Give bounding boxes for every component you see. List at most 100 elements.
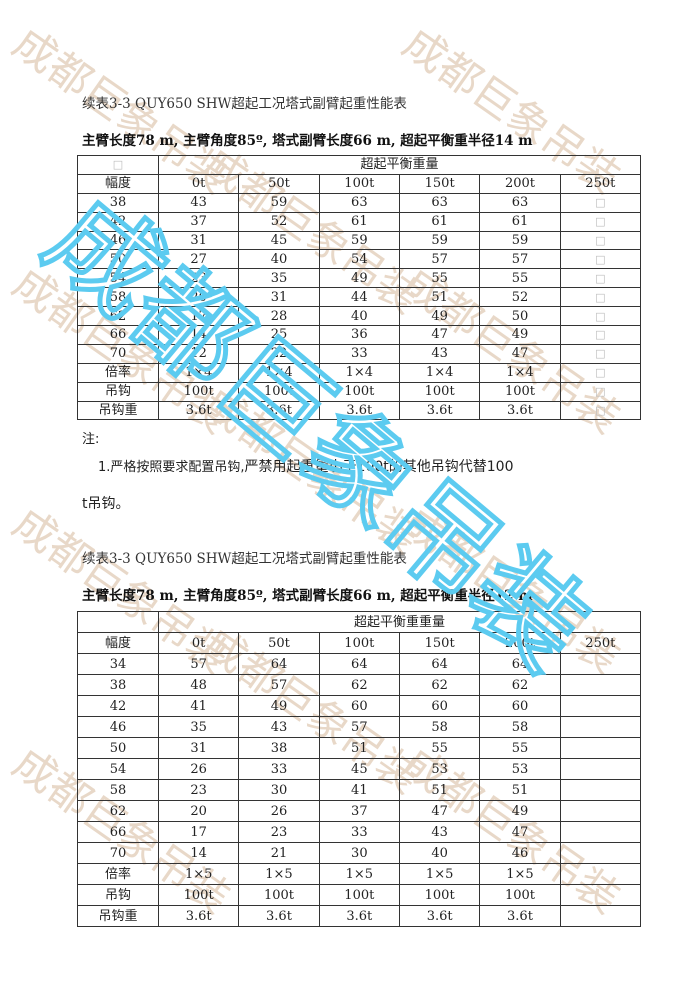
table-cell: 1×4: [318, 362, 400, 383]
table-cell: [559, 758, 642, 780]
corner-cell: [77, 611, 159, 633]
table-cell: 100t: [157, 884, 240, 906]
table-cell: 64: [318, 653, 400, 675]
table-cell: 26: [157, 758, 240, 780]
table-cell: 61: [318, 211, 400, 232]
table-cell: 36: [318, 325, 400, 345]
table-cell: 47: [398, 800, 481, 822]
table-cell: 100t: [479, 381, 561, 402]
column-header: 50t: [238, 173, 320, 194]
table-row: 54 26 33 45 53 53: [77, 758, 642, 780]
table-cell: 49: [318, 268, 400, 289]
table-cell: 57: [479, 249, 561, 270]
table-cell: 31: [238, 287, 320, 308]
row-label: 54: [77, 758, 159, 780]
table-cell: 41: [318, 779, 400, 801]
table-cell: 64: [398, 653, 481, 675]
row-label: 50: [77, 249, 159, 270]
table-cell: 17: [157, 821, 240, 843]
row-label: 62: [77, 800, 159, 822]
table-cell: 17: [157, 306, 240, 327]
table-cell: [559, 863, 642, 885]
table-cell: 100t: [157, 381, 240, 402]
table-cell: 40: [318, 306, 400, 327]
row-label: 倍率: [77, 362, 159, 383]
table-row: 倍率 1×5 1×5 1×5 1×5 1×5: [77, 863, 642, 885]
table-cell: 49: [479, 800, 561, 822]
table-cell: 55: [479, 268, 561, 289]
column-header-row: 幅度 0t 50t 100t 150t 200t 250t: [77, 173, 642, 194]
table-cell: 55: [479, 737, 561, 759]
table-1-title: 续表3-3 QUY650 SHW超起工况塔式副臂起重性能表: [82, 96, 407, 112]
table-cell: [559, 737, 642, 759]
row-header: 幅度: [77, 632, 159, 654]
row-label: 42: [77, 695, 159, 717]
table-cell: [559, 653, 642, 675]
table-cell: 37: [318, 800, 400, 822]
table-cell: 43: [398, 821, 481, 843]
table-cell: □: [559, 249, 642, 270]
table-cell: 28: [238, 306, 320, 327]
table-cell: 26: [238, 800, 320, 822]
table-cell: 41: [157, 695, 240, 717]
table-row: 58 23 30 41 51 51: [77, 779, 642, 801]
table-cell: 57: [157, 653, 240, 675]
group-header: 超起平衡重重量: [158, 611, 641, 633]
table-cell: 3.6t: [398, 905, 481, 927]
table-cell: 59: [398, 230, 481, 251]
table-cell: [559, 842, 642, 864]
table-row: 34 57 64 64 64 64: [77, 653, 642, 675]
table-cell: 48: [157, 674, 240, 696]
table-cell: 21: [238, 842, 320, 864]
row-label: 吊钩重: [77, 400, 159, 421]
table-cell: 100t: [238, 884, 320, 906]
table-cell: 1×4: [398, 362, 481, 383]
table-row: 50 27 40 54 57 57 □: [77, 249, 642, 270]
row-label: 38: [77, 192, 159, 213]
column-header: 250t: [559, 173, 642, 194]
table-row: 54 23 35 49 55 55 □: [77, 268, 642, 289]
table-cell: 3.6t: [479, 905, 561, 927]
table-cell: 49: [238, 695, 320, 717]
row-label: 42: [77, 211, 159, 232]
table-cell: □: [559, 400, 642, 421]
row-label: 66: [77, 325, 159, 345]
table-cell: 1×5: [157, 863, 240, 885]
table-cell: 14: [157, 842, 240, 864]
row-label: 倍率: [77, 863, 159, 885]
table-cell: 40: [398, 842, 481, 864]
table-cell: 57: [398, 249, 481, 270]
column-header: 200t: [479, 173, 561, 194]
table-cell: □: [559, 306, 642, 327]
table-row: 70 12 22 33 43 47 □: [77, 343, 642, 364]
table-row: 50 31 38 51 55 55: [77, 737, 642, 759]
table-cell: □: [559, 287, 642, 308]
table-cell: 31: [157, 230, 240, 251]
table-cell: 43: [157, 192, 240, 213]
table-cell: 1×5: [479, 863, 561, 885]
table-cell: [559, 716, 642, 738]
column-header-row: 幅度 0t 50t 100t 150t 200t 250t: [77, 632, 642, 654]
row-label: 46: [77, 716, 159, 738]
table-cell: 53: [398, 758, 481, 780]
table-cell: 54: [318, 249, 400, 270]
table-cell: □: [559, 381, 642, 402]
table-cell: 58: [398, 716, 481, 738]
table-cell: 35: [238, 268, 320, 289]
row-label: 66: [77, 821, 159, 843]
table-cell: 100t: [318, 884, 400, 906]
row-label: 46: [77, 230, 159, 251]
table-cell: 43: [238, 716, 320, 738]
table-row: 62 17 28 40 49 50 □: [77, 306, 642, 327]
table-cell: 46: [479, 842, 561, 864]
table-cell: 38: [238, 737, 320, 759]
table-cell: 3.6t: [398, 400, 481, 421]
table-row: 42 41 49 60 60 60: [77, 695, 642, 717]
table-cell: 60: [318, 695, 400, 717]
table-cell: [559, 779, 642, 801]
table-cell: 58: [479, 716, 561, 738]
table-row: 吊钩 100t 100t 100t 100t 100t: [77, 884, 642, 906]
table-cell: 31: [157, 737, 240, 759]
table-cell: 1×5: [318, 863, 400, 885]
table-cell: 62: [318, 674, 400, 696]
